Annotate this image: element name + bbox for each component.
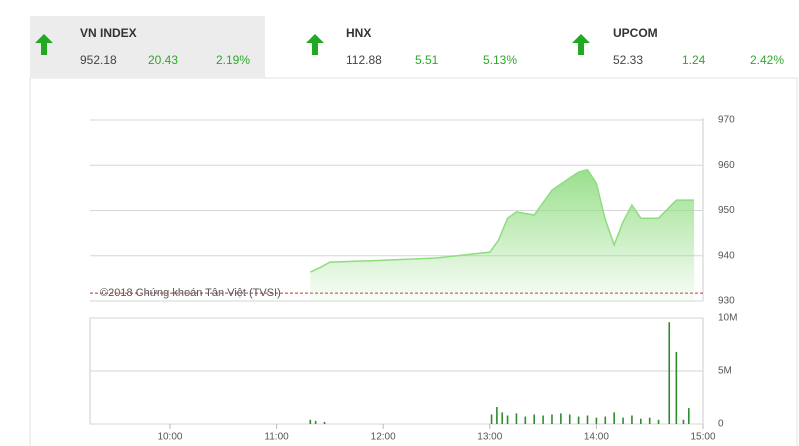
volume-bar bbox=[524, 416, 527, 424]
volume-bar bbox=[682, 419, 685, 424]
volume-bar bbox=[622, 417, 624, 424]
y-tick-label: 970 bbox=[718, 115, 735, 126]
index-change: 1.24 bbox=[682, 53, 706, 67]
volume-bar bbox=[648, 417, 651, 424]
tab[interactable]: VN INDEX 952.18 20.43 2.19% bbox=[35, 26, 250, 67]
volume-bar bbox=[515, 413, 518, 424]
volume-bar bbox=[490, 414, 493, 424]
index-change: 20.43 bbox=[148, 53, 178, 67]
index-value: 52.33 bbox=[613, 53, 643, 67]
volume-bar bbox=[613, 412, 615, 424]
volume-bar bbox=[309, 419, 312, 424]
tab-active[interactable] bbox=[30, 16, 265, 78]
x-tick-label: 11:00 bbox=[264, 432, 289, 443]
volume-bar bbox=[687, 408, 690, 424]
index-percent: 2.19% bbox=[216, 53, 250, 67]
index-name: HNX bbox=[346, 26, 371, 40]
volume-bar bbox=[631, 415, 633, 424]
tab[interactable]: HNX 112.88 5.51 5.13% bbox=[306, 26, 517, 67]
tab[interactable]: UPCOM 52.33 1.24 2.42% bbox=[572, 26, 784, 67]
y-tick-label: 5M bbox=[718, 366, 732, 377]
volume-bar bbox=[542, 415, 544, 424]
x-tick-label: 13:00 bbox=[477, 432, 502, 443]
volume-bar bbox=[314, 420, 317, 424]
x-tick-label: 12:00 bbox=[371, 432, 396, 443]
up-arrow bbox=[572, 34, 590, 55]
volume-bar bbox=[560, 413, 562, 424]
volume-bar bbox=[577, 416, 580, 424]
index-percent: 2.42% bbox=[750, 53, 784, 67]
volume-bar bbox=[496, 407, 498, 424]
price-line bbox=[310, 168, 695, 273]
volume-bar bbox=[501, 412, 504, 424]
y-tick-label: 930 bbox=[718, 296, 735, 307]
index-value: 112.88 bbox=[346, 53, 382, 67]
volume-bar bbox=[551, 414, 553, 424]
watermark: ©2018 Chứng khoán Tân Việt (TVSI) bbox=[100, 287, 281, 299]
volume-bar bbox=[668, 322, 671, 424]
index-name: UPCOM bbox=[613, 26, 658, 40]
volume-bar bbox=[506, 415, 509, 424]
y-tick-label: 940 bbox=[718, 250, 735, 261]
volume-bar bbox=[640, 418, 642, 424]
y-tick-label: 960 bbox=[718, 160, 735, 171]
volume-bar bbox=[675, 351, 678, 424]
y-tick-label: 10M bbox=[718, 313, 737, 324]
y-tick-label: 0 bbox=[718, 419, 724, 430]
volume-bar bbox=[568, 414, 571, 424]
volume-bar bbox=[533, 414, 536, 424]
price-area bbox=[310, 169, 695, 301]
up-arrow bbox=[35, 34, 53, 55]
index-percent: 5.13% bbox=[483, 53, 517, 67]
volume-bar bbox=[323, 421, 326, 424]
volume-bar bbox=[586, 415, 589, 424]
index-name: VN INDEX bbox=[80, 26, 137, 40]
x-tick-label: 10:00 bbox=[157, 432, 182, 443]
volume-bar bbox=[657, 419, 660, 424]
volume-bar bbox=[604, 416, 607, 424]
x-tick-label: 14:00 bbox=[584, 432, 609, 443]
x-tick-label: 15:00 bbox=[690, 432, 715, 443]
up-arrow bbox=[306, 34, 324, 55]
index-value: 952.18 bbox=[80, 53, 117, 67]
y-tick-label: 950 bbox=[718, 205, 735, 216]
index-change: 5.51 bbox=[415, 53, 439, 67]
volume-bar bbox=[595, 417, 598, 424]
